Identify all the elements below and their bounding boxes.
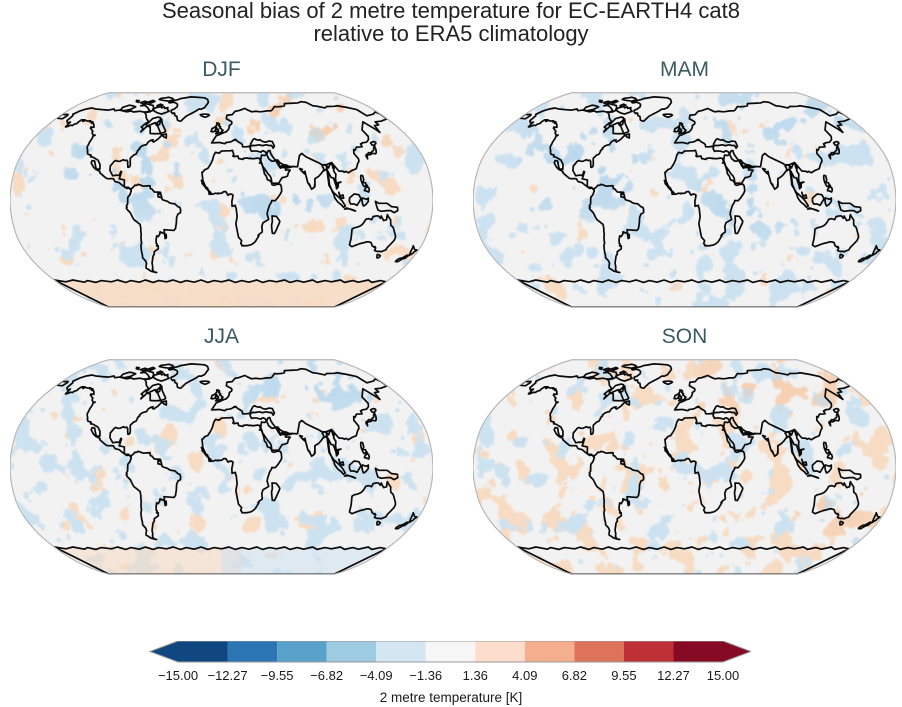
svg-text:−6.82: −6.82 (310, 668, 343, 683)
svg-text:−1.36: −1.36 (409, 668, 442, 683)
svg-text:−4.09: −4.09 (360, 668, 393, 683)
svg-text:15.00: 15.00 (707, 668, 740, 683)
svg-text:−9.55: −9.55 (261, 668, 294, 683)
svg-text:4.09: 4.09 (512, 668, 537, 683)
svg-text:9.55: 9.55 (611, 668, 636, 683)
svg-text:−15.00: −15.00 (158, 668, 198, 683)
svg-text:−12.27: −12.27 (207, 668, 247, 683)
svg-text:12.27: 12.27 (657, 668, 690, 683)
svg-text:6.82: 6.82 (562, 668, 587, 683)
svg-text:1.36: 1.36 (463, 668, 488, 683)
